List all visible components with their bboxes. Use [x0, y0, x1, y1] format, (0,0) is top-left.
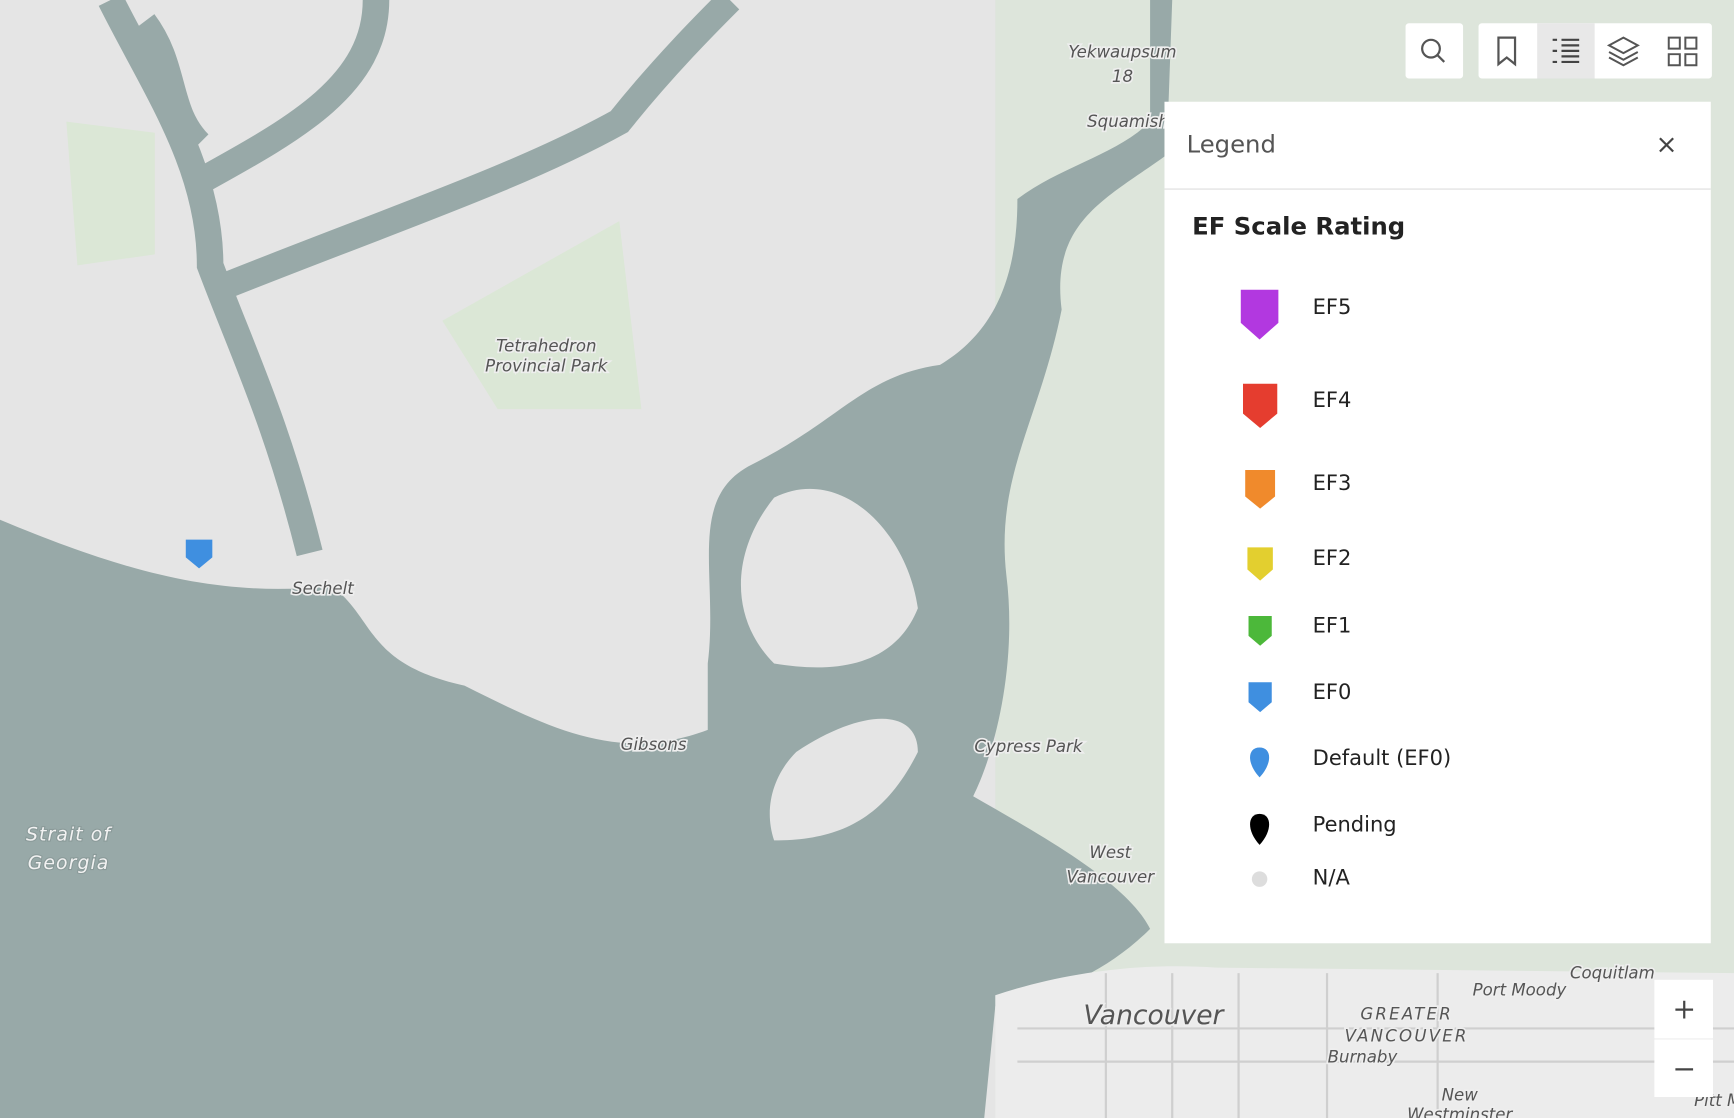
map-label: VANCOUVER	[1345, 1027, 1469, 1046]
legend-label: EF3	[1313, 470, 1352, 495]
legend-label: EF4	[1313, 387, 1352, 412]
map-label: Provincial Park	[485, 357, 609, 376]
legend-symbol	[1247, 547, 1273, 581]
legend-label: EF5	[1313, 294, 1352, 319]
map-label: Vancouver	[1083, 1000, 1225, 1031]
layer-title: EF Scale Rating	[1192, 211, 1405, 240]
map-label: 18	[1112, 67, 1133, 86]
map-label: New	[1442, 1085, 1479, 1104]
bookmarks-button[interactable]	[1497, 36, 1517, 67]
map-label: Georgia	[28, 853, 110, 874]
legend-symbol	[1242, 383, 1278, 428]
streets	[1017, 973, 1734, 1118]
legend-symbol	[1250, 813, 1270, 845]
legend-symbol	[1245, 469, 1276, 509]
map-label: Westminster	[1407, 1105, 1513, 1118]
map-label: Squamish	[1087, 112, 1169, 131]
inlets	[98, 0, 740, 557]
map-label: Vancouver	[1067, 867, 1156, 886]
search-button[interactable]	[1405, 23, 1464, 79]
legend-label: EF1	[1313, 613, 1352, 638]
legend-label: Pending	[1313, 812, 1397, 837]
map-label: West	[1089, 843, 1132, 862]
map-label: Strait of	[26, 824, 112, 845]
map-label: Coquitlam	[1570, 964, 1655, 983]
islands	[740, 488, 918, 841]
basemap-button[interactable]	[1667, 36, 1698, 67]
map-label: Burnaby	[1328, 1048, 1398, 1067]
tornado-marker[interactable]	[185, 539, 213, 569]
map-label: Tetrahedron	[496, 337, 596, 356]
close-button[interactable]	[1659, 137, 1674, 153]
toolbar	[1478, 23, 1712, 79]
map-label: Yekwaupsum	[1068, 43, 1176, 62]
water	[0, 0, 1173, 1118]
parks	[66, 121, 642, 410]
legend-label: EF0	[1313, 679, 1352, 704]
zoom-in-button[interactable]	[1654, 979, 1713, 1039]
legend-symbol	[1240, 289, 1279, 340]
map-label: Cypress Park	[974, 737, 1083, 756]
legend-label: Default (EF0)	[1313, 745, 1452, 770]
legend-symbol	[1248, 615, 1272, 646]
layers-button[interactable]	[1606, 36, 1640, 67]
city-area	[995, 966, 1734, 1118]
zoom-out-button[interactable]	[1654, 1039, 1713, 1097]
legend-button[interactable]	[1537, 23, 1595, 79]
legend-symbol	[1251, 871, 1268, 887]
legend-symbol	[1248, 682, 1272, 713]
map-label: GREATER	[1360, 1005, 1453, 1024]
map-label: Gibsons	[621, 735, 687, 754]
legend-symbol	[1250, 747, 1270, 778]
legend-label: N/A	[1313, 865, 1351, 890]
map-label: Port Moody	[1473, 980, 1567, 999]
legend-label: EF2	[1313, 545, 1352, 570]
legend-title: Legend	[1187, 130, 1276, 159]
map-label: Sechelt	[292, 579, 355, 598]
legend-panel	[1164, 101, 1711, 944]
